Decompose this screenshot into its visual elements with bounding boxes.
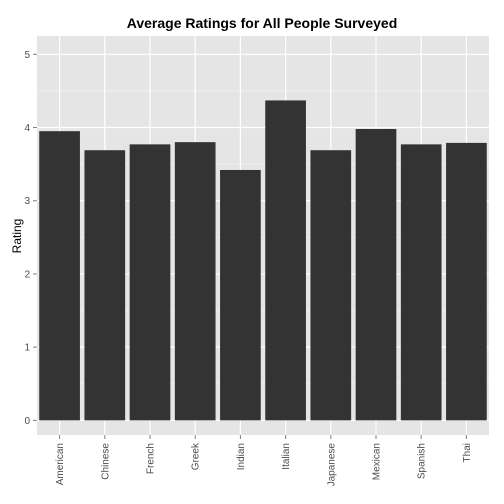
- x-tick-label: Japanese: [326, 443, 337, 487]
- x-tick-label: Indian: [236, 443, 247, 470]
- x-tick-label: Spanish: [417, 443, 428, 479]
- bar-chinese: [84, 150, 125, 420]
- y-tick-label: 0: [24, 416, 30, 427]
- bar-italian: [265, 100, 306, 420]
- chart-title: Average Ratings for All People Surveyed: [127, 15, 398, 31]
- bar-thai: [446, 143, 487, 420]
- x-tick-label: French: [146, 443, 157, 474]
- y-tick-label: 2: [24, 269, 30, 280]
- y-axis: 0 1 2 3 4 5: [24, 50, 37, 427]
- x-tick-label: Chinese: [100, 443, 111, 480]
- bar-greek: [175, 142, 216, 420]
- y-tick-label: 3: [24, 196, 30, 207]
- x-tick-label: Greek: [191, 442, 202, 470]
- x-tick-label: Mexican: [372, 443, 383, 480]
- x-tick-label: American: [55, 443, 66, 485]
- bar-indian: [220, 170, 261, 420]
- y-tick-label: 1: [24, 343, 30, 354]
- x-tick-label: Thai: [462, 443, 473, 462]
- bar-spanish: [401, 144, 442, 420]
- y-tick-label: 4: [24, 123, 30, 134]
- y-axis-label: Rating: [10, 219, 24, 254]
- x-axis: American Chinese French Greek Indian Italian J…: [55, 435, 473, 486]
- y-tick-label: 5: [24, 50, 30, 61]
- bar-american: [39, 131, 80, 420]
- bar-japanese: [310, 150, 351, 420]
- bar-mexican: [356, 129, 397, 420]
- bar-french: [130, 144, 171, 420]
- x-tick-label: Italian: [281, 443, 292, 470]
